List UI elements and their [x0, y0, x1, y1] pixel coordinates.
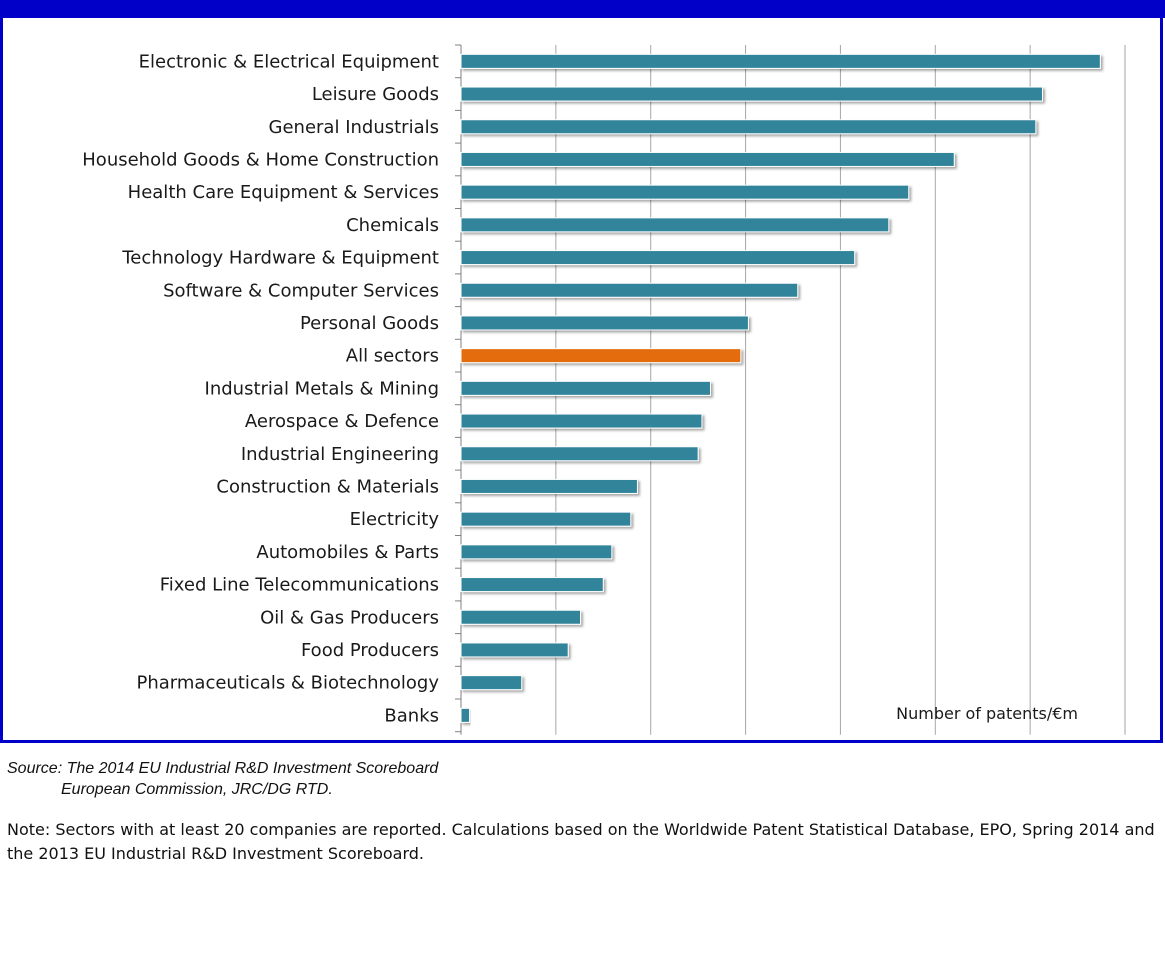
chart-frame: Electronic & Electrical Equipment Leisure…: [0, 18, 1163, 743]
category-label: Food Producers: [301, 640, 439, 661]
bar: [460, 577, 604, 593]
bar: [460, 478, 638, 494]
category-label: General Industrials: [269, 117, 439, 138]
bar: [460, 151, 955, 167]
category-label: Industrial Metals & Mining: [205, 378, 439, 399]
bars: [460, 53, 1101, 723]
category-label: All sectors: [346, 346, 439, 367]
category-label: Banks: [384, 705, 439, 726]
category-label: Electronic & Electrical Equipment: [139, 51, 439, 72]
bar: [460, 609, 582, 625]
bar: [460, 282, 799, 298]
category-label: Technology Hardware & Equipment: [121, 248, 439, 269]
category-label: Leisure Goods: [312, 84, 439, 105]
bar: [460, 217, 890, 233]
bar: [460, 119, 1037, 135]
bar: [460, 642, 569, 658]
category-labels: Electronic & Electrical Equipment Leisure…: [82, 51, 439, 726]
x-axis-title: Number of patents/€m: [896, 704, 1078, 723]
category-label: Automobiles & Parts: [256, 542, 439, 563]
category-label: Chemicals: [346, 215, 439, 236]
bar: [460, 250, 856, 266]
axes: [455, 44, 462, 735]
bar-highlight: [460, 348, 742, 364]
category-label: Pharmaceuticals & Biotechnology: [137, 673, 440, 694]
category-label: Software & Computer Services: [163, 280, 439, 301]
bar: [460, 707, 471, 723]
source-line-2: European Commission, JRC/DG RTD.: [61, 781, 333, 798]
category-label: Industrial Engineering: [241, 444, 439, 465]
bar: [460, 446, 699, 462]
bar: [460, 511, 632, 527]
category-label: Household Goods & Home Construction: [82, 149, 439, 170]
category-label: Personal Goods: [300, 313, 439, 334]
header-bar: [0, 0, 1165, 18]
source-line-1: Source: The 2014 EU Industrial R&D Inves…: [7, 760, 439, 777]
bar: [460, 544, 613, 560]
bar: [460, 413, 703, 429]
bar: [460, 86, 1043, 102]
bar: [460, 53, 1101, 69]
category-label: Construction & Materials: [216, 476, 439, 497]
bar: [460, 315, 749, 331]
source-citation: Source: The 2014 EU Industrial R&D Inves…: [7, 758, 1157, 800]
category-label: Aerospace & Defence: [245, 411, 439, 432]
bar: [460, 380, 711, 396]
category-label: Fixed Line Telecommunications: [160, 575, 439, 596]
category-label: Electricity: [350, 509, 440, 530]
category-label: Oil & Gas Producers: [260, 607, 439, 628]
category-label: Health Care Equipment & Services: [128, 182, 439, 203]
note-text: Note: Sectors with at least 20 companies…: [7, 820, 1155, 863]
bar: [460, 184, 910, 200]
bar-chart: Electronic & Electrical Equipment Leisure…: [82, 44, 1126, 735]
bar: [460, 675, 523, 691]
